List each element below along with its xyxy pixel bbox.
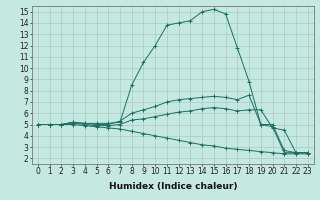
X-axis label: Humidex (Indice chaleur): Humidex (Indice chaleur) [108, 182, 237, 191]
